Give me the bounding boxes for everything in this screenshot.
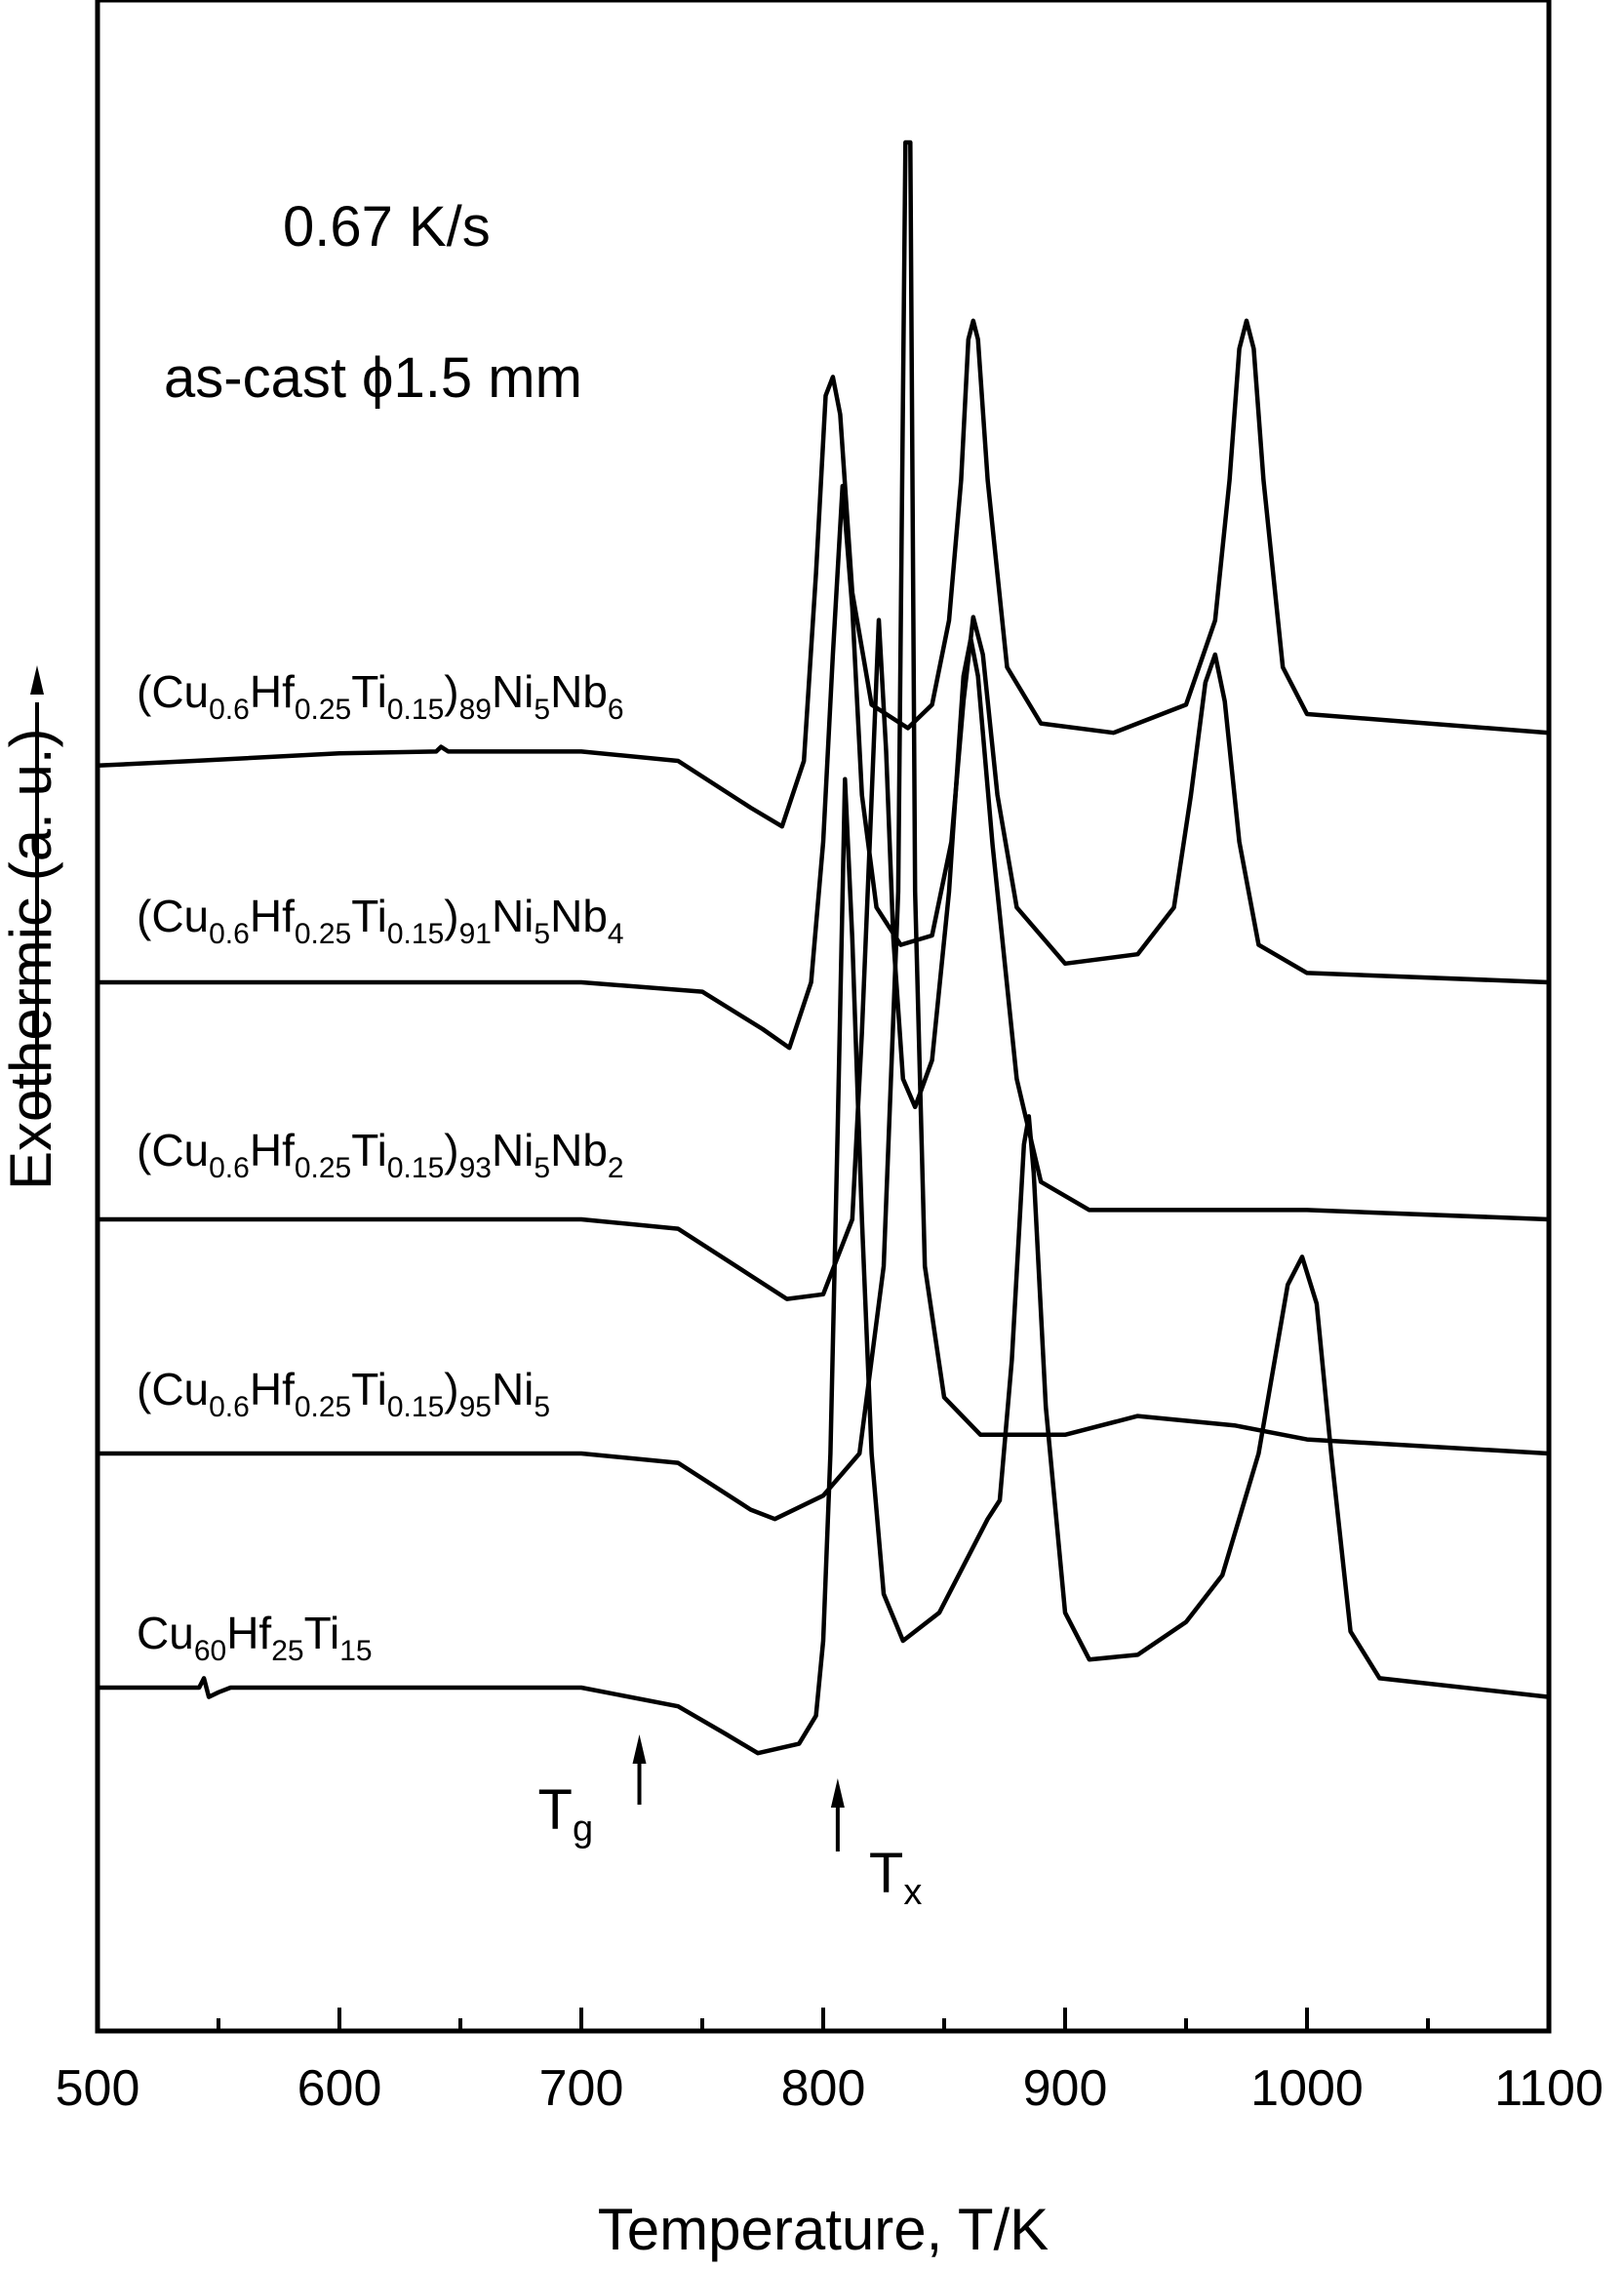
x-tick-label: 800 [781, 2060, 866, 2117]
dsc-curve-4 [98, 139, 1550, 1522]
y-axis-title: Exothermic (a. u.) [0, 729, 63, 1190]
tg-arrow-head [632, 1734, 647, 1764]
dsc-curves [97, 139, 1550, 1756]
x-axis-ticks [96, 2008, 1551, 2031]
sample-label: as-cast ϕ1.5 mm [164, 346, 582, 410]
tg-marker: Tg [538, 1734, 647, 1850]
plot-frame [95, 0, 1552, 2034]
x-tick-label: 900 [1023, 2060, 1108, 2117]
x-axis-tick-labels: 500 600 700 800 900 1000 1100 [56, 2060, 1604, 2117]
tx-label: Tx [869, 1842, 922, 1913]
x-tick-label: 700 [539, 2060, 624, 2117]
x-axis-title: Temperature, T/K [598, 2197, 1049, 2262]
heating-rate-label: 0.67 K/s [283, 195, 491, 259]
curve-labels: (Cu0.6Hf0.25Ti0.15)89Ni5Nb6 (Cu0.6Hf0.25T… [137, 666, 624, 1667]
tx-arrow-head [830, 1778, 845, 1808]
curve-label-5: Cu60Hf25Ti15 [137, 1608, 373, 1667]
dsc-curve-5 [98, 776, 1550, 1756]
x-tick-label: 1000 [1250, 2060, 1364, 2117]
dsc-curve-1 [97, 318, 1550, 829]
x-tick-label: 1100 [1494, 2060, 1604, 2117]
curve-label-2: (Cu0.6Hf0.25Ti0.15)91Ni5Nb4 [137, 891, 624, 950]
dsc-curve-3 [98, 617, 1550, 1301]
x-tick-label: 600 [297, 2060, 382, 2117]
tx-marker: Tx [830, 1778, 922, 1913]
curve-label-1: (Cu0.6Hf0.25Ti0.15)89Ni5Nb6 [137, 666, 624, 726]
x-tick-label: 500 [56, 2060, 140, 2117]
curve-label-3: (Cu0.6Hf0.25Ti0.15)93Ni5Nb2 [137, 1125, 624, 1184]
y-axis-arrow-head [30, 665, 44, 695]
curve-label-4: (Cu0.6Hf0.25Ti0.15)95Ni5 [137, 1364, 550, 1423]
dsc-curve-2 [98, 483, 1550, 1051]
tg-label: Tg [538, 1778, 594, 1850]
